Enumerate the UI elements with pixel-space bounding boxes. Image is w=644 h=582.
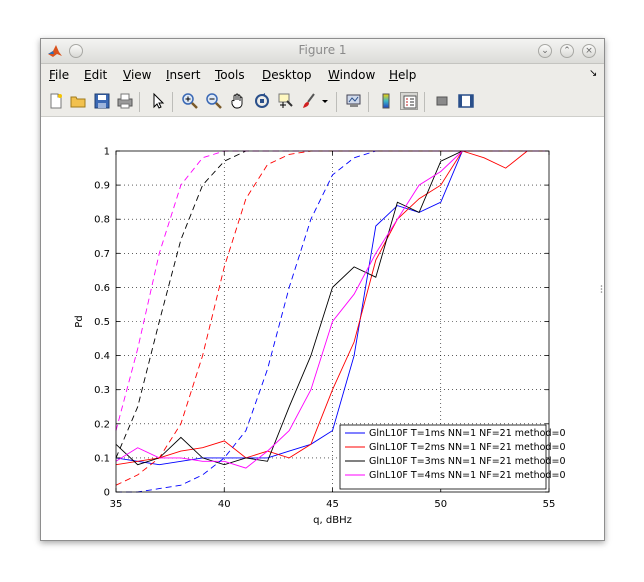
- menu-help[interactable]: Help: [389, 68, 417, 82]
- legend-box: [339, 424, 547, 490]
- print-icon[interactable]: [116, 92, 134, 110]
- y-tick-label: 0.7: [94, 249, 110, 260]
- zoom-out-icon[interactable]: [205, 92, 223, 110]
- y-tick-label: 0.6: [94, 283, 110, 294]
- menu-view[interactable]: View: [123, 68, 152, 82]
- y-tick-label: 0.8: [94, 215, 110, 226]
- legend: GlnL10F T=1ms NN=1 NF=21 method=0 GlnL10F…: [339, 424, 566, 490]
- y-tick-label: 0.2: [94, 419, 110, 430]
- legend-entry: GlnL10F T=1ms NN=1 NF=21 method=0: [369, 428, 566, 439]
- toolbar-separator: [424, 92, 425, 112]
- x-tick-label: 50: [434, 499, 447, 510]
- colorbar-icon[interactable]: [377, 92, 395, 110]
- y-tick-label: 1: [104, 147, 110, 158]
- toolbar-separator: [368, 92, 369, 112]
- x-tick-label: 55: [543, 499, 556, 510]
- matlab-logo-icon: [47, 43, 63, 59]
- resize-grip[interactable]: [600, 279, 603, 293]
- new-file-icon[interactable]: [47, 92, 65, 110]
- pan-hand-icon[interactable]: [229, 92, 247, 110]
- close-button[interactable]: ×: [582, 44, 596, 58]
- title-bar[interactable]: Figure 1 ⌄ ⌃ ×: [41, 39, 604, 64]
- menu-bar: File Edit View Insert Tools Desktop Wind…: [41, 64, 604, 86]
- pointer-arrow-icon[interactable]: [149, 92, 167, 110]
- show-plot-tools-icon[interactable]: [457, 92, 475, 110]
- brush-icon[interactable]: [300, 92, 318, 110]
- menu-insert[interactable]: Insert: [166, 68, 201, 82]
- menu-tools[interactable]: Tools: [215, 68, 245, 82]
- maximize-button[interactable]: ⌃: [560, 44, 574, 58]
- window-menu-button[interactable]: [69, 44, 83, 58]
- y-tick-label: 0.1: [94, 453, 110, 464]
- y-tick-label: 0.9: [94, 181, 110, 192]
- figure-window: Figure 1 ⌄ ⌃ × File Edit View Insert Too…: [40, 38, 605, 541]
- hide-plot-tools-icon[interactable]: [433, 92, 451, 110]
- y-tick-label: 0.5: [94, 317, 110, 328]
- legend-icon[interactable]: [400, 92, 418, 110]
- rotate-3d-icon[interactable]: [253, 92, 271, 110]
- menu-window[interactable]: Window: [328, 68, 376, 82]
- x-tick-label: 40: [218, 499, 231, 510]
- toolbar-separator: [139, 92, 140, 112]
- toolbar-separator: [336, 92, 337, 112]
- y-tick-label: 0.4: [94, 351, 110, 362]
- legend-entry: GlnL10F T=4ms NN=1 NF=21 method=0: [369, 470, 566, 481]
- y-tick-label: 0: [104, 488, 110, 499]
- menu-desktop[interactable]: Desktop: [262, 68, 312, 82]
- window-title: Figure 1: [298, 43, 347, 57]
- line-chart[interactable]: 35 40 45 50 55 0 0.1 0.2 0.3 0.4 0.5 0.6 0.7 0.8 0.9 1 q…: [41, 117, 604, 540]
- dock-arrow-icon[interactable]: ↘: [589, 68, 598, 79]
- series-line-2: [115, 150, 549, 466]
- data-cursor-icon[interactable]: [277, 92, 295, 110]
- open-folder-icon[interactable]: [69, 92, 87, 110]
- link-plot-icon[interactable]: [345, 92, 363, 110]
- zoom-in-icon[interactable]: [181, 92, 199, 110]
- x-axis-label: q, dBHz: [313, 515, 352, 526]
- figure-toolbar: [41, 86, 604, 117]
- dropdown-arrow-icon[interactable]: [320, 92, 330, 110]
- y-axis-label: Pd: [74, 315, 85, 327]
- menu-edit[interactable]: Edit: [84, 68, 108, 82]
- x-tick-label: 45: [326, 499, 339, 510]
- legend-entry: GlnL10F T=2ms NN=1 NF=21 method=0: [369, 442, 566, 453]
- save-icon[interactable]: [93, 92, 111, 110]
- legend-entry: GlnL10F T=3ms NN=1 NF=21 method=0: [369, 456, 566, 467]
- minimize-button[interactable]: ⌄: [538, 44, 552, 58]
- y-tick-label: 0.3: [94, 385, 110, 396]
- toolbar-separator: [172, 92, 173, 112]
- menu-file[interactable]: File: [49, 68, 70, 82]
- plot-area: 35 40 45 50 55 0 0.1 0.2 0.3 0.4 0.5 0.6 0.7 0.8 0.9 1 q…: [41, 117, 604, 540]
- x-tick-label: 35: [110, 499, 123, 510]
